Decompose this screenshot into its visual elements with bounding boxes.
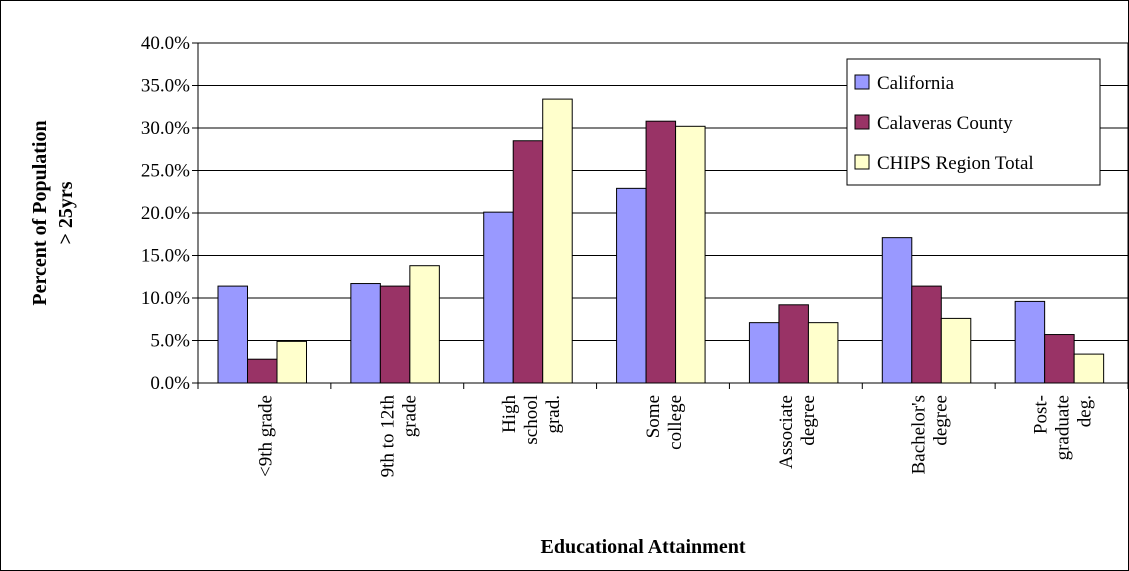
x-axis-title: Educational Attainment (540, 536, 745, 558)
y-tick-label: 40.0% (141, 33, 190, 54)
bar-chips-region-total (542, 98, 573, 384)
x-category-label: Associate (776, 395, 797, 469)
bar-california (616, 187, 647, 384)
legend-swatch (854, 114, 870, 130)
bar-calaveras-county (379, 285, 411, 384)
x-category-labels: <9th grade 9th to 12th grade High school grad… (255, 395, 1095, 478)
bar-calaveras-county (247, 358, 278, 384)
bar-chips-region-total (675, 125, 706, 384)
y-tick-labels: 0.0% 5.0% 10.0% 15.0% 20.0% 25.0% 30.0% 35.0% 40… (141, 33, 190, 394)
bar-chips-region-total (807, 322, 839, 384)
x-category-label: Bachelor's (909, 395, 930, 474)
x-category-label: degree (931, 395, 952, 446)
bar-california (483, 211, 514, 384)
x-category-label: school (521, 395, 542, 445)
y-axis-title-line-1: Percent of Population (29, 120, 51, 305)
bar-calaveras-county (778, 304, 809, 384)
legend-label: CHIPS Region Total (877, 153, 1034, 174)
x-category-label: Post- (1031, 395, 1052, 434)
legend: California Calaveras County CHIPS Region T… (846, 58, 1101, 186)
bar-california (748, 322, 780, 384)
bar-chips-region-total (940, 317, 972, 384)
bar-chips-region-total (276, 340, 307, 384)
y-tick-label: 20.0% (141, 203, 190, 224)
y-tick-label: 15.0% (141, 246, 190, 267)
bar-calaveras-county (1044, 334, 1075, 384)
x-category-label: college (665, 395, 686, 450)
y-tick-label: 0.0% (150, 373, 190, 394)
y-tick-label: 35.0% (141, 76, 190, 97)
y-tick-label: 10.0% (141, 288, 190, 309)
x-category-label: deg. (1075, 395, 1096, 427)
bar-calaveras-county (911, 285, 942, 384)
bar-california (881, 237, 913, 384)
x-category-label: <9th grade (255, 395, 276, 477)
x-category-label: 9th to 12th (377, 395, 398, 478)
legend-swatch (854, 74, 870, 90)
legend-box (846, 58, 1101, 186)
x-category-label: graduate (1053, 395, 1074, 460)
bar-california (350, 283, 381, 384)
bar-calaveras-county (512, 140, 544, 384)
x-category-label: Some (643, 395, 664, 438)
bars (217, 98, 1105, 384)
legend-label: Calaveras County (877, 113, 1013, 134)
x-category-label: High (499, 395, 520, 434)
bar-chips-region-total (1073, 353, 1105, 384)
bar-california (217, 285, 248, 384)
y-tick-label: 5.0% (150, 331, 190, 352)
bar-calaveras-county (645, 120, 677, 384)
bar-california (1014, 300, 1046, 384)
legend-swatch (854, 154, 870, 170)
y-tick-label: 25.0% (141, 161, 190, 182)
bar-chips-region-total (409, 265, 440, 384)
y-axis-title-line-2: > 25yrs (55, 181, 77, 244)
axes (192, 42, 1129, 389)
x-category-label: degree (798, 395, 819, 446)
x-category-label: grade (399, 395, 420, 437)
x-category-label: grad. (543, 395, 564, 434)
legend-label: California (877, 73, 955, 94)
y-tick-label: 30.0% (141, 118, 190, 139)
